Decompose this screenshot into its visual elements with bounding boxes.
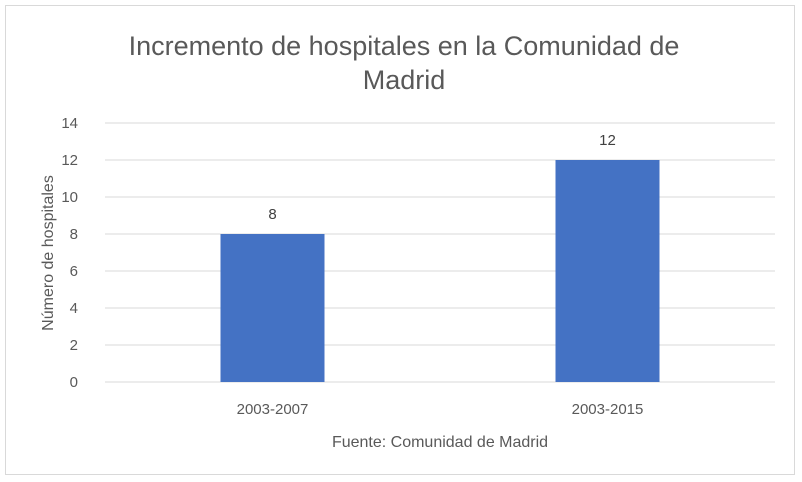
data-label: 12 — [599, 132, 616, 149]
data-labels: 8 12 — [268, 132, 616, 223]
y-axis-ticks: 0 2 4 6 8 10 12 14 — [61, 115, 78, 391]
gridlines — [105, 122, 775, 383]
y-tick-label: 12 — [61, 152, 78, 169]
y-tick-label: 14 — [61, 115, 78, 132]
x-axis-title: Fuente: Comunidad de Madrid — [332, 434, 548, 451]
chart-title: Incremento de hospitales en la Comunidad… — [129, 31, 680, 95]
x-axis-ticks: 2003-2007 2003-2015 — [237, 401, 644, 418]
bar-2003-2007 — [220, 234, 325, 382]
y-tick-label: 10 — [61, 189, 78, 206]
data-label: 8 — [268, 206, 276, 223]
y-tick-label: 6 — [70, 263, 78, 280]
y-tick-label: 0 — [70, 374, 78, 391]
bars — [220, 160, 660, 382]
y-tick-label: 4 — [70, 300, 78, 317]
y-axis-title: Número de hospitales — [40, 175, 57, 331]
chart-title-line-1: Incremento de hospitales en la Comunidad… — [129, 31, 680, 61]
chart-title-line-2: Madrid — [363, 65, 446, 95]
x-tick-label: 2003-2007 — [237, 401, 309, 418]
chart-frame — [5, 5, 795, 475]
y-tick-label: 2 — [70, 337, 78, 354]
x-tick-label: 2003-2015 — [572, 401, 644, 418]
y-tick-label: 8 — [70, 226, 78, 243]
bar-2003-2015 — [555, 160, 660, 382]
